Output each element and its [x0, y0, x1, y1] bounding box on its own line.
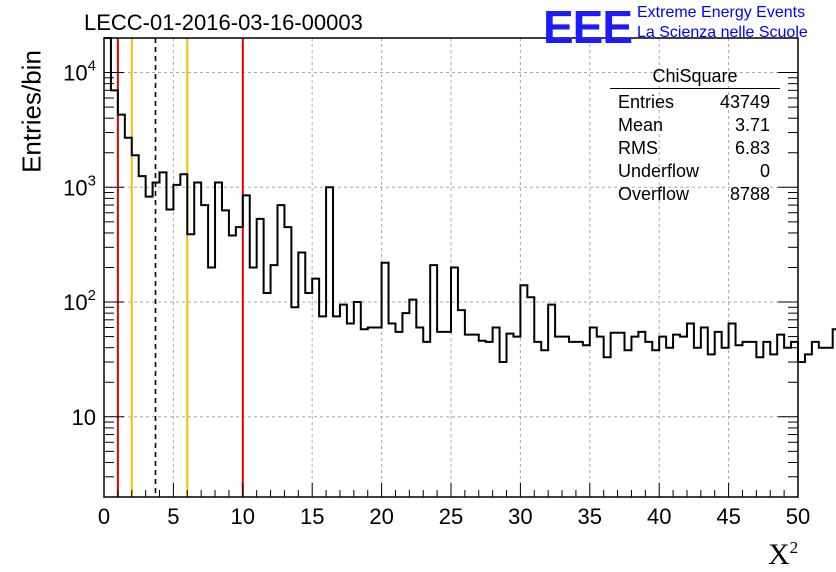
- stats-label: RMS: [618, 138, 658, 158]
- x-tick-label: 40: [647, 504, 671, 529]
- histogram-series: [104, 37, 836, 364]
- x-axis-symbol: X: [768, 538, 790, 571]
- stats-row: Mean 3.71: [610, 114, 780, 137]
- stats-value: 3.71: [734, 115, 770, 135]
- stats-value: 0: [759, 161, 770, 181]
- x-tick-label: 20: [369, 504, 393, 529]
- eee-logo: EEE: [543, 1, 633, 53]
- logo-line-2: La Scienza nelle Scuole: [637, 24, 808, 41]
- stats-value: 8788: [729, 184, 770, 204]
- x-tick-label: 25: [439, 504, 463, 529]
- x-tick-label: 30: [508, 504, 532, 529]
- stats-box-title: ChiSquare: [610, 66, 780, 89]
- x-tick-label: 35: [578, 504, 602, 529]
- y-tick-label: 104: [63, 58, 96, 86]
- stats-value: 6.83: [734, 138, 770, 158]
- x-tick-label: 45: [716, 504, 740, 529]
- stats-label: Entries: [618, 92, 675, 112]
- x-tick-label: 10: [231, 504, 255, 529]
- stats-value: 43749: [719, 92, 770, 112]
- stats-label: Overflow: [618, 184, 690, 204]
- x-tick-label: 5: [167, 504, 179, 529]
- x-tick-label: 15: [300, 504, 324, 529]
- stats-row: Entries 43749: [610, 91, 780, 114]
- x-tick-label: 50: [786, 504, 810, 529]
- stats-row: RMS 6.83: [610, 137, 780, 160]
- x-tick-label: 0: [98, 504, 110, 529]
- y-tick-label: 102: [63, 287, 96, 315]
- y-tick-label: 10: [72, 405, 96, 430]
- y-axis-label: Entries/bin: [16, 50, 47, 173]
- chart-title: LECC-01-2016-03-16-00003: [84, 10, 363, 35]
- logo-line-1: Extreme Energy Events: [637, 4, 806, 21]
- stats-box: ChiSquare Entries 43749 Mean 3.71 RMS 6.83 …: [610, 66, 780, 206]
- stats-label: Mean: [618, 115, 664, 135]
- x-axis-superscript: 2: [789, 538, 799, 557]
- stats-label: Underflow: [618, 161, 700, 181]
- stats-row: Overflow 8788: [610, 183, 780, 206]
- stats-row: Underflow 0: [610, 160, 780, 183]
- x-axis-label: X2: [768, 538, 798, 572]
- y-tick-label: 103: [63, 172, 96, 200]
